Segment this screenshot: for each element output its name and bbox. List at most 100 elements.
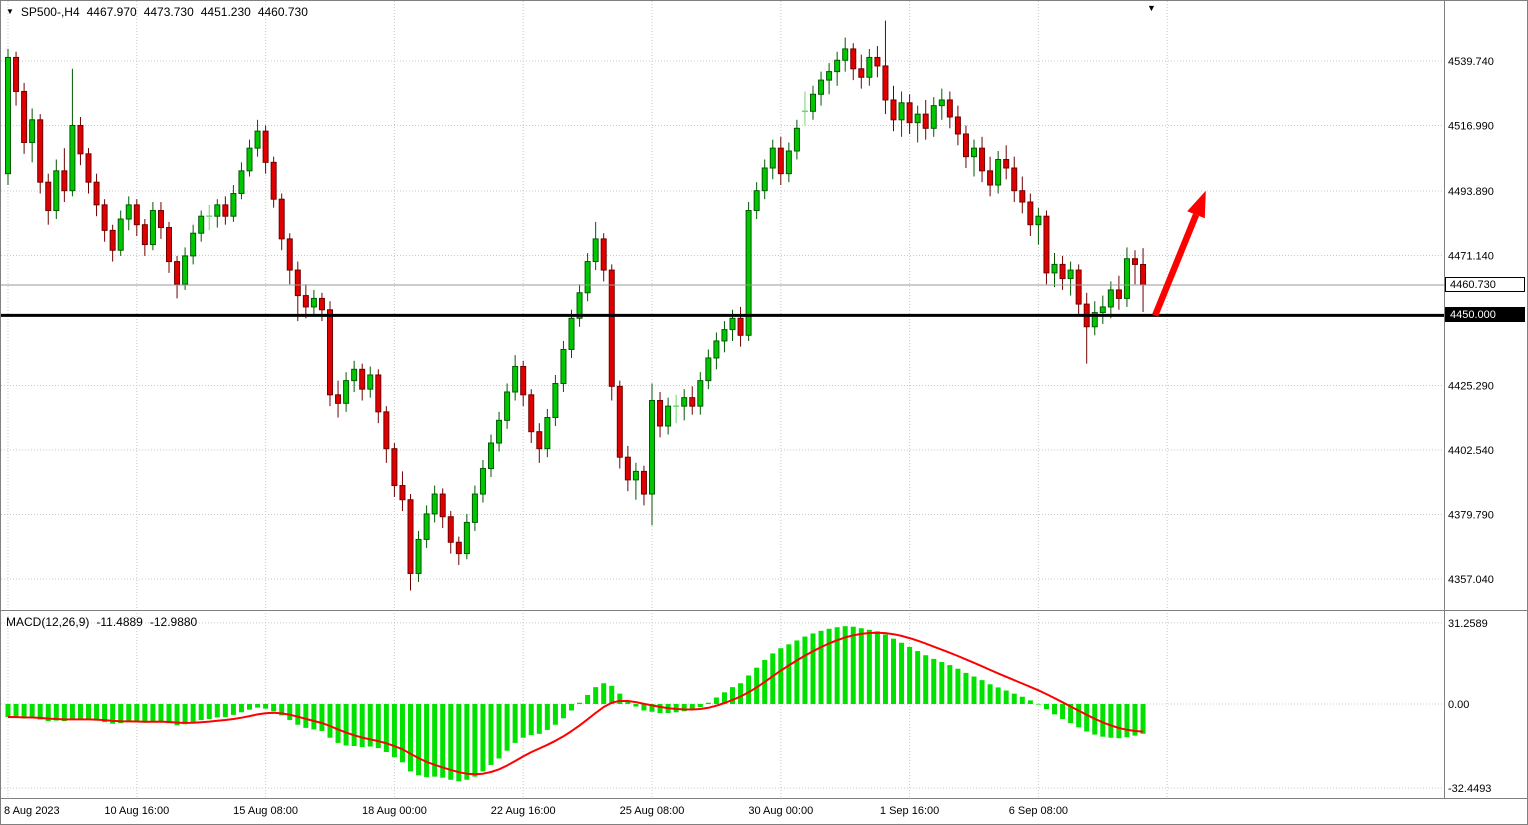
- macd-bar: [166, 704, 172, 724]
- high-value: 4473.730: [143, 5, 194, 19]
- macd-bar: [1084, 704, 1090, 732]
- candle: [254, 119, 261, 157]
- candle: [946, 91, 953, 129]
- candle: [471, 485, 478, 531]
- macd-bar: [842, 626, 848, 704]
- candle: [109, 224, 116, 262]
- macd-bar: [778, 648, 784, 704]
- candle: [206, 204, 213, 231]
- candle: [632, 462, 639, 500]
- candle: [898, 91, 905, 137]
- chart-shift-marker-icon[interactable]: ▼: [1147, 3, 1156, 13]
- candle: [544, 408, 551, 458]
- candle: [343, 372, 350, 412]
- candle: [479, 460, 486, 503]
- macd-bar: [1124, 704, 1130, 738]
- candle: [979, 136, 986, 183]
- macd-bar: [1027, 700, 1033, 704]
- candle: [270, 156, 277, 208]
- candle: [769, 139, 776, 180]
- candle: [858, 54, 865, 89]
- macd-bar: [931, 658, 937, 704]
- macd-bar: [955, 668, 961, 704]
- macd-bar: [271, 704, 277, 712]
- macd-bar: [134, 704, 140, 722]
- macd-label: MACD(12,26,9): [6, 615, 90, 629]
- candle: [1043, 210, 1050, 285]
- macd-bar: [810, 633, 816, 704]
- macd-bar: [1140, 704, 1146, 734]
- time-axis-label: 18 Aug 00:00: [362, 805, 427, 817]
- candle: [938, 88, 945, 120]
- macd-bar: [770, 653, 776, 704]
- candle: [1027, 193, 1034, 237]
- macd-bar: [150, 704, 156, 722]
- candle: [1140, 248, 1147, 312]
- macd-bar: [1116, 704, 1122, 739]
- candle: [262, 125, 269, 174]
- candle: [496, 411, 503, 452]
- candle: [987, 156, 994, 197]
- divider-lines: [1, 1, 1527, 799]
- macd-bar: [247, 704, 252, 710]
- macd-bar: [786, 644, 792, 704]
- macd-bar: [53, 704, 59, 721]
- macd-bar: [705, 702, 711, 704]
- macd-bar: [287, 704, 293, 721]
- candle: [117, 210, 124, 256]
- candle: [536, 423, 543, 463]
- time-axis-label: 30 Aug 00:00: [748, 805, 813, 817]
- candle: [230, 185, 237, 222]
- chart-ohlc-header: ▼ SP500-,H4 4467.970 4473.730 4451.230 4…: [6, 5, 308, 19]
- candle: [624, 445, 631, 492]
- macd-bar: [1068, 704, 1074, 724]
- candle: [890, 85, 897, 132]
- macd-bar: [1132, 704, 1138, 736]
- macd-bar: [480, 704, 486, 772]
- candle: [1115, 275, 1122, 310]
- candle: [182, 247, 189, 290]
- close-value: 4460.730: [257, 5, 308, 19]
- arrow-head-icon: [1187, 190, 1206, 219]
- macd-bar: [1052, 704, 1057, 715]
- arrow-shaft[interactable]: [1152, 213, 1200, 317]
- macd-bar: [882, 634, 888, 704]
- macd-bar: [987, 684, 993, 704]
- candle: [801, 91, 808, 126]
- trend-arrow[interactable]: [1152, 190, 1206, 317]
- price-axis-label: 4516.990: [1448, 121, 1494, 133]
- grid-layer: [1, 1, 1444, 799]
- open-value: 4467.970: [86, 5, 137, 19]
- macd-bar: [1003, 690, 1009, 704]
- candle: [600, 233, 607, 282]
- candles-layer: [5, 20, 1147, 591]
- candle: [753, 182, 760, 220]
- candle: [455, 536, 462, 565]
- macd-bar: [206, 704, 212, 720]
- candle: [423, 505, 430, 548]
- candle: [1067, 261, 1074, 296]
- macd-bar: [552, 704, 558, 725]
- macd-bar: [520, 704, 526, 738]
- macd-bar: [738, 683, 744, 704]
- macd-bar: [560, 704, 566, 719]
- macd-bar: [544, 704, 550, 730]
- macd-bar: [1100, 704, 1106, 737]
- dropdown-arrow-icon: ▼: [6, 7, 14, 16]
- macd-bar: [939, 661, 945, 704]
- candle: [367, 366, 374, 398]
- candle: [101, 199, 108, 242]
- candle: [166, 221, 172, 273]
- price-lines-layer: [1, 284, 1444, 317]
- time-axis-label: 22 Aug 16:00: [491, 805, 556, 817]
- macd-bar: [1060, 704, 1066, 720]
- candle: [439, 488, 446, 529]
- macd-bar: [118, 704, 124, 724]
- macd-bar: [899, 642, 905, 704]
- candle: [278, 193, 285, 251]
- macd-bar: [979, 680, 985, 704]
- macd-bar: [222, 704, 228, 717]
- macd-signal-line: [7, 631, 1144, 776]
